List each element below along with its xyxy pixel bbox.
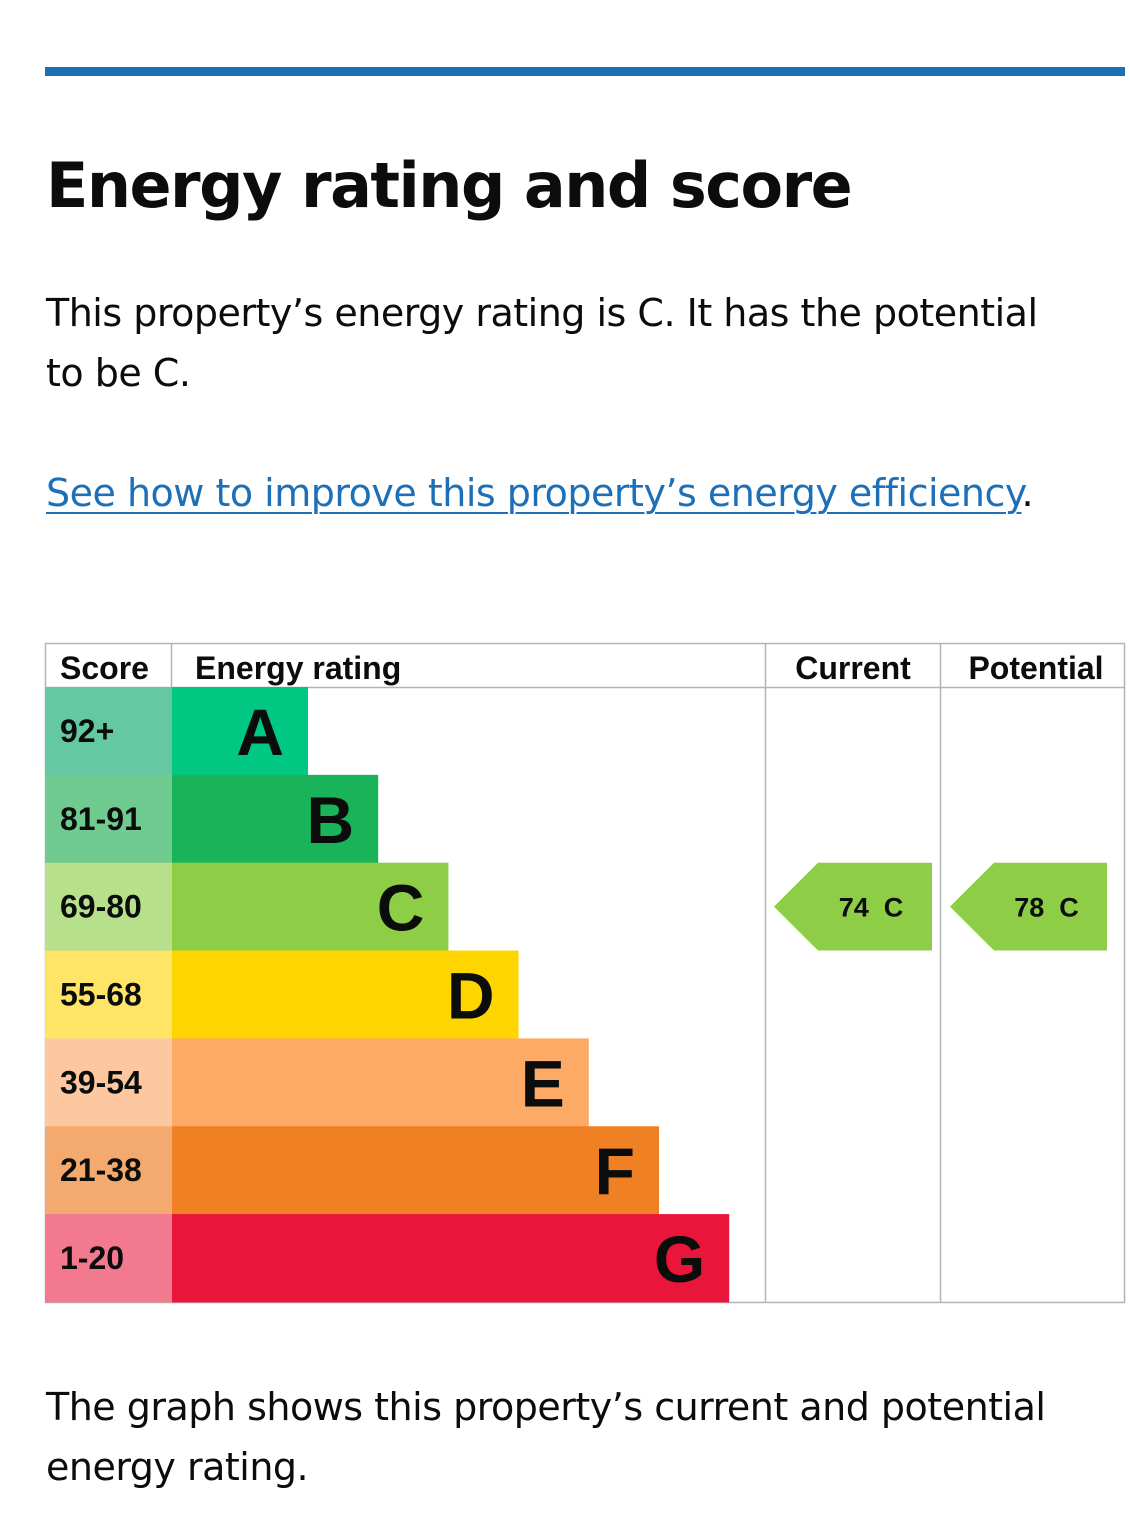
rating-arrows: 74 C 78 C	[774, 862, 1107, 951]
potential-rating-label: 78 C	[1014, 893, 1079, 923]
rating-bar-f	[172, 1126, 659, 1215]
header-current: Current	[795, 650, 911, 686]
potential-arrow	[950, 862, 1107, 951]
score-cell-f	[45, 1126, 172, 1215]
improve-paragraph: See how to improve this property’s energ…	[46, 463, 1046, 523]
score-range-c: 69-80	[60, 889, 142, 925]
top-rule	[45, 67, 1125, 76]
score-range-a: 92+	[60, 713, 114, 749]
score-cell-c	[45, 862, 172, 952]
rating-letter-g: G	[654, 1222, 705, 1296]
rating-letter-f: F	[595, 1134, 635, 1208]
energy-rating-graph: 92+ A81-91 B69-80 C55-68 D39-54 E21-38 F1-20 G …	[44, 642, 1126, 1304]
score-cell-e	[45, 1038, 172, 1127]
score-range-e: 39-54	[60, 1064, 142, 1100]
score-cell-a	[45, 687, 172, 776]
link-suffix: .	[1021, 471, 1034, 515]
rating-bar-b	[172, 774, 379, 864]
rating-bar-d	[172, 950, 519, 1039]
header-score: Score	[60, 650, 149, 686]
score-cell-d	[45, 950, 172, 1039]
rating-letter-b: B	[307, 783, 355, 857]
rating-bar-e	[172, 1038, 589, 1127]
header-potential: Potential	[968, 650, 1103, 686]
graph-description: The graph shows this property’s current …	[46, 1385, 1046, 1489]
improve-efficiency-link[interactable]: See how to improve this property’s energ…	[46, 471, 1022, 515]
score-range-d: 55-68	[60, 976, 142, 1012]
header-energy-rating: Energy rating	[195, 650, 401, 686]
rating-letter-c: C	[377, 871, 425, 945]
page-title: Energy rating and score	[46, 149, 853, 222]
rating-bar-c	[172, 862, 449, 952]
score-range-f: 21-38	[60, 1152, 142, 1188]
score-cell-g	[45, 1214, 172, 1303]
rating-bands: 92+ A 81-91 B 69-80 C 55-68 D 39-54 E 21-38 F 1-20 G	[45, 687, 730, 1303]
rating-letter-e: E	[521, 1046, 565, 1120]
score-range-b: 81-91	[60, 801, 142, 837]
rating-bar-a	[172, 687, 308, 776]
score-range-g: 1-20	[60, 1240, 124, 1276]
score-cell-b	[45, 774, 172, 864]
current-rating-label: 74 C	[839, 893, 904, 923]
rating-bar-g	[172, 1214, 730, 1303]
rating-summary: This property’s energy rating is C. It h…	[46, 291, 1038, 395]
rating-letter-d: D	[447, 958, 495, 1032]
rating-letter-a: A	[236, 695, 284, 769]
current-arrow	[774, 862, 932, 951]
